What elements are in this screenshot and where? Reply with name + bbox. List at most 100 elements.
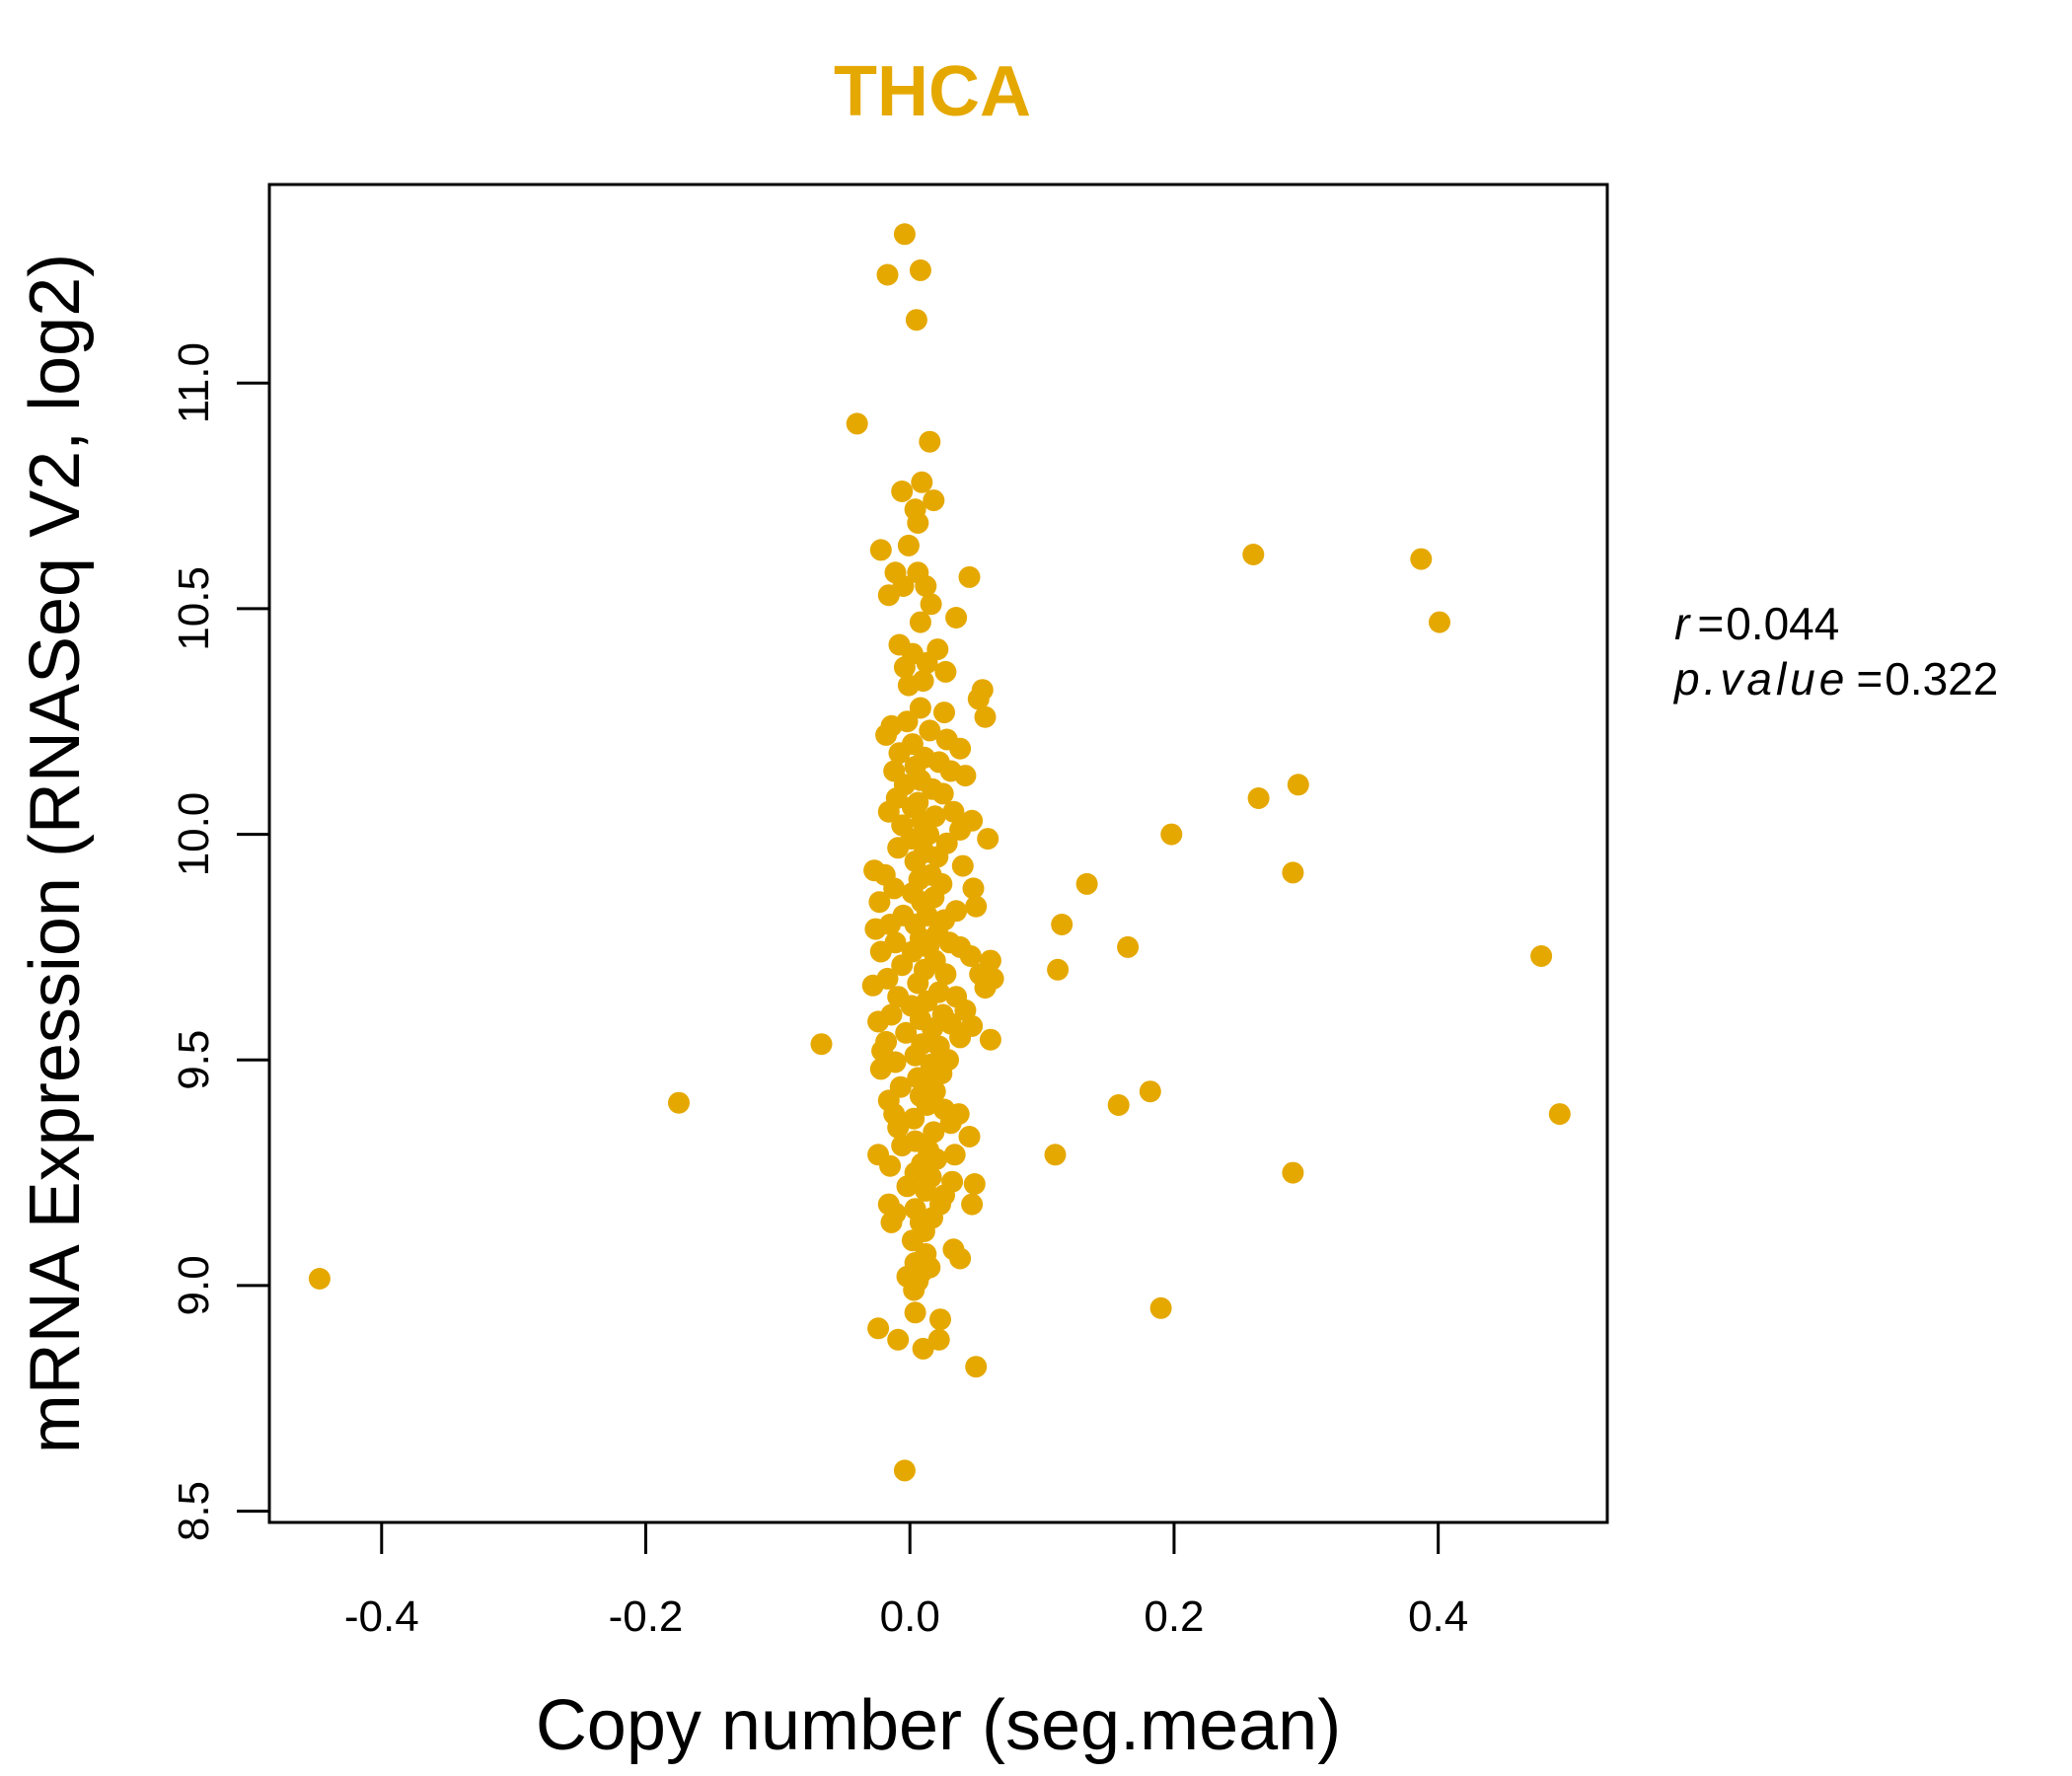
data-point bbox=[979, 1028, 1001, 1051]
data-point bbox=[1242, 544, 1265, 565]
data-point bbox=[907, 512, 929, 534]
data-point bbox=[867, 1317, 890, 1340]
data-point bbox=[915, 1179, 937, 1202]
data-point bbox=[934, 660, 957, 683]
data-point bbox=[1117, 935, 1140, 958]
chart-title: THCA bbox=[834, 52, 1031, 131]
x-tick-label: -0.2 bbox=[609, 1592, 684, 1641]
data-point bbox=[916, 651, 938, 674]
data-point bbox=[876, 263, 899, 286]
data-point bbox=[916, 1094, 938, 1116]
data-point bbox=[905, 309, 927, 332]
data-point bbox=[887, 837, 910, 859]
data-point bbox=[867, 1010, 890, 1033]
p-label: p.value bbox=[1672, 653, 1848, 704]
data-point bbox=[922, 1017, 943, 1040]
data-point bbox=[949, 1026, 972, 1049]
data-point bbox=[949, 819, 972, 841]
data-point bbox=[308, 1268, 331, 1290]
data-point bbox=[909, 611, 931, 633]
data-point bbox=[977, 828, 999, 851]
data-point bbox=[893, 1459, 916, 1482]
x-tick-label: 0.2 bbox=[1144, 1592, 1204, 1641]
r-equals: = bbox=[1697, 598, 1724, 649]
r-label: r bbox=[1674, 598, 1691, 649]
data-point bbox=[668, 1091, 690, 1114]
data-point bbox=[891, 954, 914, 977]
x-tick-label: 0.4 bbox=[1408, 1592, 1468, 1641]
data-point bbox=[923, 489, 945, 512]
data-point bbox=[1530, 945, 1553, 967]
data-point bbox=[891, 1135, 914, 1157]
data-point bbox=[912, 1337, 934, 1360]
data-point bbox=[930, 1063, 953, 1084]
data-point bbox=[1287, 774, 1309, 796]
data-point bbox=[961, 1193, 984, 1216]
data-point bbox=[974, 705, 997, 728]
data-point bbox=[939, 1112, 962, 1135]
data-point bbox=[965, 1356, 988, 1378]
data-point bbox=[918, 823, 939, 846]
data-point bbox=[888, 742, 911, 765]
data-point bbox=[901, 1229, 924, 1252]
data-point bbox=[909, 697, 931, 719]
p-value-annotation: p.value =0.322 bbox=[1672, 653, 1998, 704]
data-point bbox=[1282, 861, 1304, 884]
data-point bbox=[1047, 958, 1070, 981]
data-point bbox=[942, 800, 965, 823]
data-point bbox=[934, 963, 957, 986]
y-axis: 8.5 9.0 9.5 10.0 10.5 11.0 bbox=[170, 342, 271, 1541]
p-value: 0.322 bbox=[1885, 653, 1998, 704]
data-point bbox=[1282, 1161, 1304, 1184]
data-point bbox=[1139, 1080, 1161, 1103]
data-point bbox=[868, 891, 891, 914]
x-tick-label: 0.0 bbox=[880, 1592, 940, 1641]
data-point bbox=[893, 656, 916, 679]
data-point bbox=[915, 575, 937, 597]
points-layer bbox=[308, 223, 1571, 1482]
x-axis: -0.4 -0.2 0.0 0.2 0.4 bbox=[344, 1520, 1468, 1641]
data-point bbox=[1429, 611, 1450, 633]
x-tick-label: -0.4 bbox=[344, 1592, 419, 1641]
data-point bbox=[958, 565, 981, 588]
data-point bbox=[965, 895, 988, 918]
data-point bbox=[896, 1175, 919, 1198]
data-point bbox=[879, 1154, 902, 1177]
data-point bbox=[1051, 914, 1073, 935]
data-point bbox=[958, 1126, 981, 1147]
y-tick-label: 10.5 bbox=[170, 566, 218, 651]
data-point bbox=[877, 800, 900, 823]
data-point bbox=[883, 877, 906, 900]
data-point bbox=[959, 945, 982, 967]
data-point bbox=[1149, 1296, 1172, 1319]
data-point bbox=[967, 688, 990, 710]
data-point bbox=[887, 1328, 910, 1351]
data-point bbox=[919, 719, 941, 742]
data-point bbox=[893, 223, 916, 246]
data-point bbox=[903, 1107, 925, 1130]
data-point bbox=[1075, 872, 1098, 895]
data-point bbox=[904, 1044, 926, 1067]
data-point bbox=[1160, 823, 1183, 846]
data-point bbox=[1247, 787, 1270, 809]
data-point bbox=[926, 846, 949, 868]
data-point bbox=[1548, 1103, 1571, 1126]
p-equals: = bbox=[1856, 653, 1883, 704]
data-point bbox=[907, 972, 929, 995]
data-point bbox=[919, 430, 941, 453]
data-point bbox=[974, 977, 997, 999]
data-point bbox=[920, 593, 942, 616]
data-point bbox=[1107, 1094, 1130, 1116]
data-point bbox=[909, 259, 931, 281]
data-point bbox=[954, 765, 977, 787]
data-point bbox=[877, 584, 900, 607]
data-point bbox=[891, 481, 914, 502]
data-point bbox=[931, 782, 954, 805]
data-point bbox=[911, 471, 933, 493]
data-point bbox=[869, 539, 892, 561]
y-axis-label: mRNA Expression (RNASeq V2, log2) bbox=[16, 254, 95, 1453]
data-point bbox=[1044, 1144, 1067, 1166]
data-point bbox=[861, 974, 884, 997]
data-point bbox=[869, 1058, 892, 1080]
